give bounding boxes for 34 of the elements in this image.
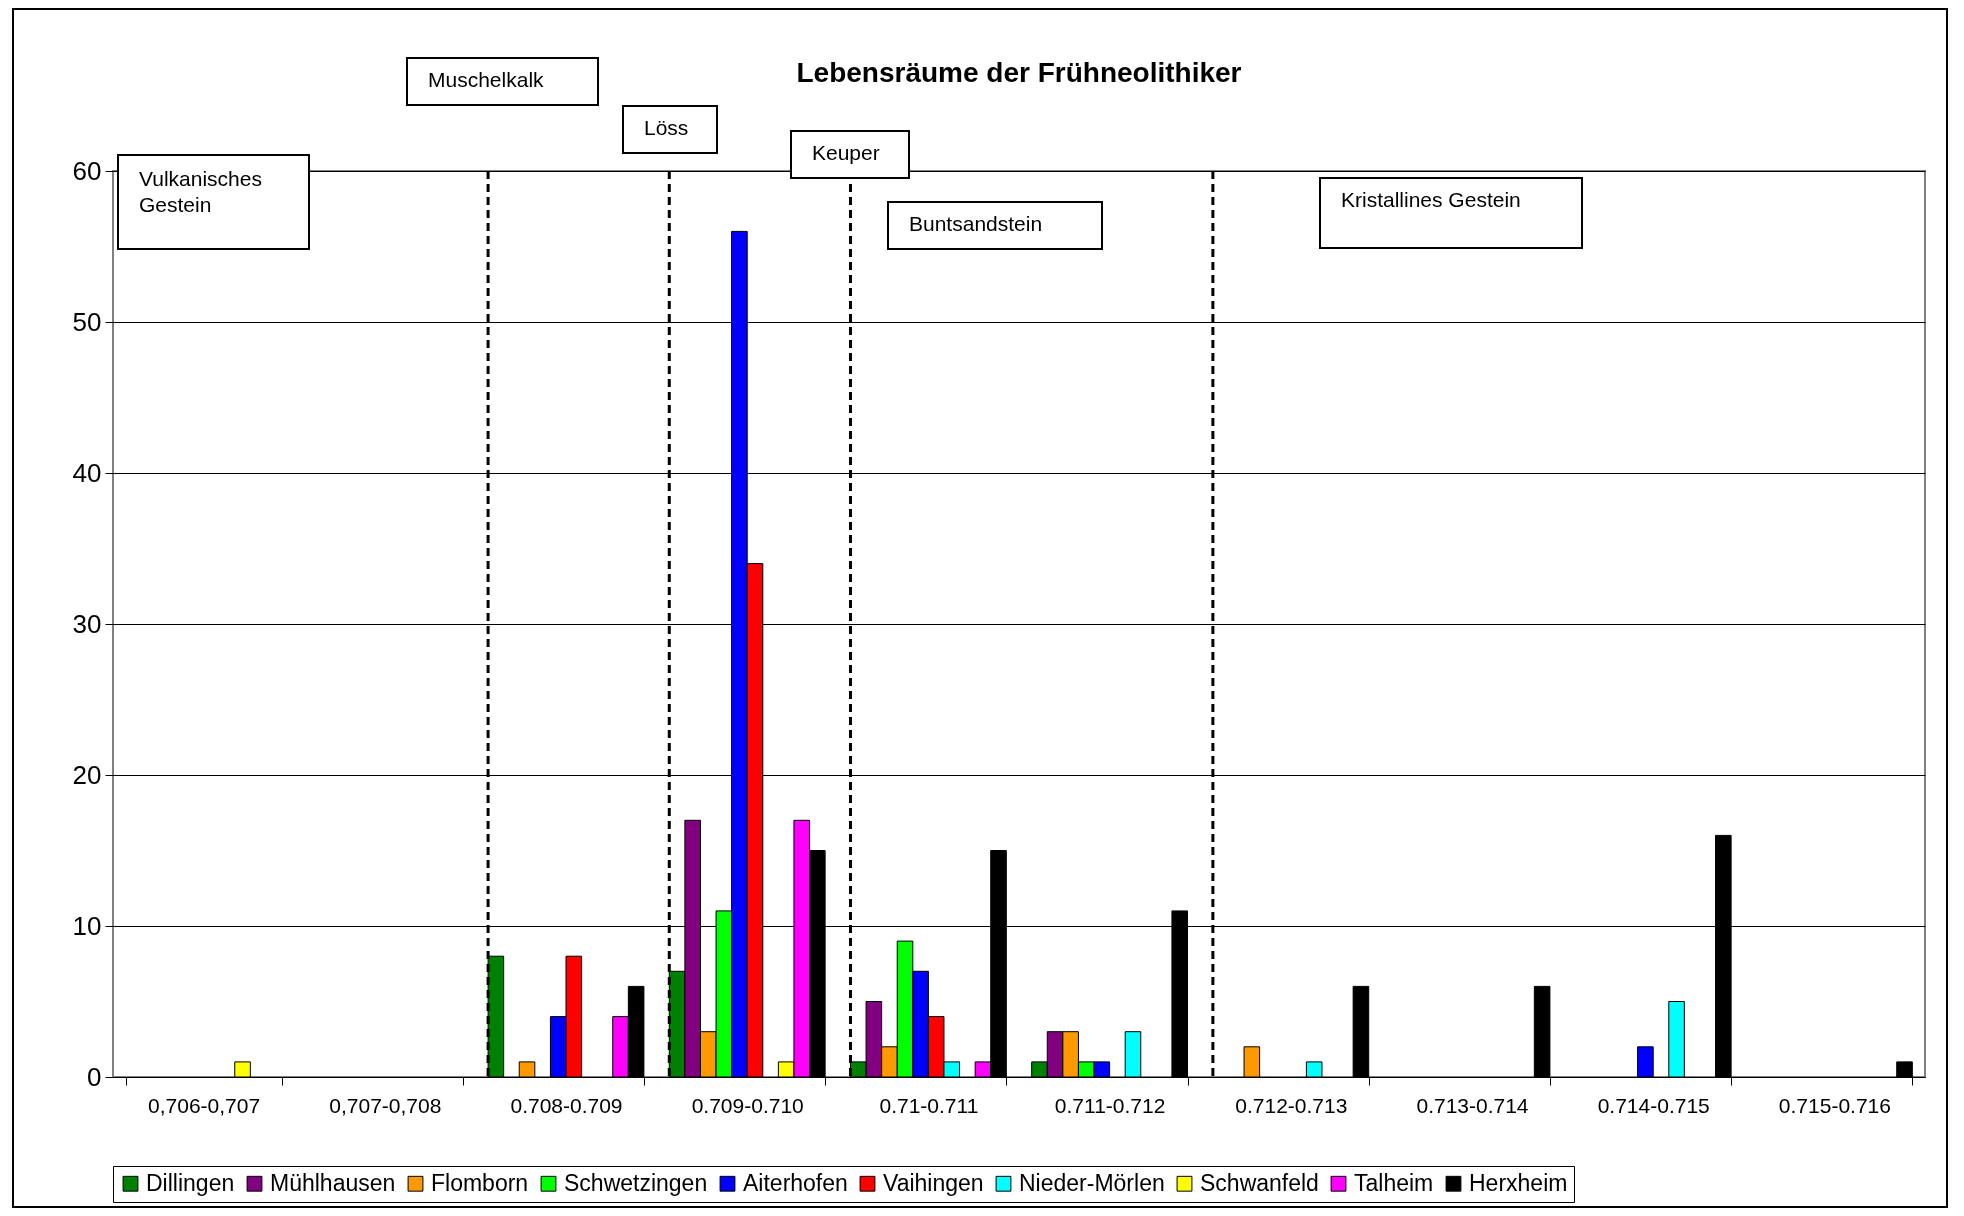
y-tick-label: 40 bbox=[72, 457, 102, 488]
y-tick-label: 0 bbox=[87, 1061, 102, 1092]
x-tick-label: 0.712-0.713 bbox=[1235, 1093, 1348, 1117]
y-tick-label: 20 bbox=[72, 759, 102, 790]
legend-label: Herxheim bbox=[1469, 1169, 1568, 1196]
legend-label: Talheim bbox=[1354, 1169, 1434, 1196]
chart-title: Lebensräume der Frühneolithiker bbox=[796, 57, 1242, 88]
x-tick-label: 0.709-0.710 bbox=[691, 1093, 804, 1117]
x-tick-label: 0.714-0.715 bbox=[1597, 1093, 1710, 1117]
legend-label: Aiterhofen bbox=[743, 1169, 848, 1196]
legend-label: Schwetzingen bbox=[564, 1169, 708, 1196]
label-box: Kristallines Gestein bbox=[1319, 177, 1583, 249]
x-tick-label: 0,707-0,708 bbox=[329, 1093, 442, 1117]
y-tick-label: 30 bbox=[72, 608, 102, 639]
legend-label: Vaihingen bbox=[883, 1169, 984, 1196]
x-tick-label: 0.711-0.712 bbox=[1054, 1093, 1166, 1117]
y-tick-label: 60 bbox=[72, 155, 102, 186]
x-tick-label: 0.713-0.714 bbox=[1416, 1093, 1529, 1117]
x-tick-label: 0.708-0.709 bbox=[510, 1093, 623, 1117]
legend-label: Flomborn bbox=[431, 1169, 529, 1196]
x-tick-label: 0.71-0.711 bbox=[879, 1093, 979, 1117]
legend-label: Dillingen bbox=[146, 1169, 235, 1196]
label-box: Keuper bbox=[790, 130, 910, 179]
label-box: Buntsandstein bbox=[887, 201, 1103, 250]
legend-label: Schwanfeld bbox=[1200, 1169, 1319, 1196]
label-box: Löss bbox=[622, 105, 718, 154]
legend-label: Nieder-Mörlen bbox=[1019, 1169, 1165, 1196]
legend-label: Mühlhausen bbox=[270, 1169, 396, 1196]
label-box: Muschelkalk bbox=[406, 57, 599, 106]
x-tick-label: 0.715-0.716 bbox=[1778, 1093, 1891, 1117]
y-tick-label: 50 bbox=[72, 306, 102, 337]
x-tick-label: 0,706-0,707 bbox=[148, 1093, 261, 1117]
y-tick-label: 10 bbox=[72, 910, 102, 941]
label-box: Vulkanisches Gestein bbox=[117, 154, 310, 250]
